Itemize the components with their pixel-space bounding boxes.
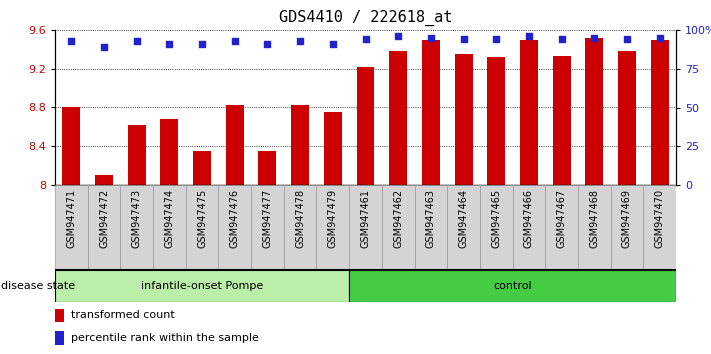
Point <box>654 35 665 41</box>
Bar <box>480 185 513 270</box>
Bar <box>513 185 545 270</box>
Text: GSM947466: GSM947466 <box>524 189 534 248</box>
Point <box>65 38 77 44</box>
Point <box>523 33 535 39</box>
Text: GSM947468: GSM947468 <box>589 189 599 248</box>
Text: GSM947467: GSM947467 <box>557 189 567 249</box>
Bar <box>356 67 375 185</box>
Bar <box>545 185 578 270</box>
Point <box>491 36 502 42</box>
Text: percentile rank within the sample: percentile rank within the sample <box>70 333 258 343</box>
Point <box>98 44 109 50</box>
Point <box>556 36 567 42</box>
Bar <box>55 270 349 302</box>
Text: GSM947462: GSM947462 <box>393 189 403 249</box>
Bar <box>578 185 611 270</box>
Point <box>425 35 437 41</box>
Bar <box>454 54 473 185</box>
Text: control: control <box>493 281 532 291</box>
Text: infantile-onset Pompe: infantile-onset Pompe <box>141 281 263 291</box>
Bar <box>447 185 480 270</box>
Bar <box>382 185 415 270</box>
Bar <box>349 185 382 270</box>
Bar <box>611 185 643 270</box>
Bar <box>193 151 211 185</box>
Bar <box>218 185 251 270</box>
Bar <box>651 40 668 185</box>
Text: GSM947472: GSM947472 <box>99 189 109 249</box>
Point <box>229 38 240 44</box>
Text: GSM947473: GSM947473 <box>132 189 141 249</box>
Bar <box>251 185 284 270</box>
Bar <box>291 104 309 185</box>
Text: GSM947479: GSM947479 <box>328 189 338 249</box>
Bar <box>161 119 178 185</box>
Text: GSM947463: GSM947463 <box>426 189 436 248</box>
Point <box>164 41 175 47</box>
Bar <box>55 308 64 322</box>
Text: GSM947476: GSM947476 <box>230 189 240 249</box>
Bar <box>226 104 244 185</box>
Text: GSM947461: GSM947461 <box>360 189 370 248</box>
Bar <box>585 38 603 185</box>
Text: GSM947470: GSM947470 <box>655 189 665 249</box>
Bar <box>55 185 87 270</box>
Text: GSM947475: GSM947475 <box>197 189 207 249</box>
Text: GSM947469: GSM947469 <box>622 189 632 248</box>
Bar <box>87 185 120 270</box>
Bar <box>186 185 218 270</box>
Bar <box>389 51 407 185</box>
Bar <box>120 185 153 270</box>
Text: GDS4410 / 222618_at: GDS4410 / 222618_at <box>279 10 452 26</box>
Bar <box>63 108 80 185</box>
Text: GSM947464: GSM947464 <box>459 189 469 248</box>
Bar <box>316 185 349 270</box>
Bar <box>324 112 342 185</box>
Bar <box>55 331 64 344</box>
Bar <box>552 56 571 185</box>
Bar <box>153 185 186 270</box>
Point <box>360 36 371 42</box>
Point <box>294 38 306 44</box>
Bar <box>415 185 447 270</box>
Text: GSM947474: GSM947474 <box>164 189 174 249</box>
Bar <box>520 40 538 185</box>
Text: GSM947477: GSM947477 <box>262 189 272 249</box>
Text: disease state: disease state <box>1 281 75 291</box>
Bar <box>128 125 146 185</box>
Text: GSM947478: GSM947478 <box>295 189 305 249</box>
Point <box>589 35 600 41</box>
Point <box>327 41 338 47</box>
Bar <box>259 151 277 185</box>
Bar <box>487 57 506 185</box>
Point <box>458 36 469 42</box>
Bar <box>618 51 636 185</box>
Point <box>621 36 633 42</box>
Bar <box>422 40 440 185</box>
Point <box>196 41 208 47</box>
Bar <box>643 185 676 270</box>
Point <box>262 41 273 47</box>
Bar <box>284 185 316 270</box>
Text: GSM947471: GSM947471 <box>66 189 76 249</box>
Bar <box>349 270 676 302</box>
Text: transformed count: transformed count <box>70 310 174 320</box>
Point <box>131 38 142 44</box>
Bar <box>95 175 113 185</box>
Text: GSM947465: GSM947465 <box>491 189 501 249</box>
Point <box>392 33 404 39</box>
